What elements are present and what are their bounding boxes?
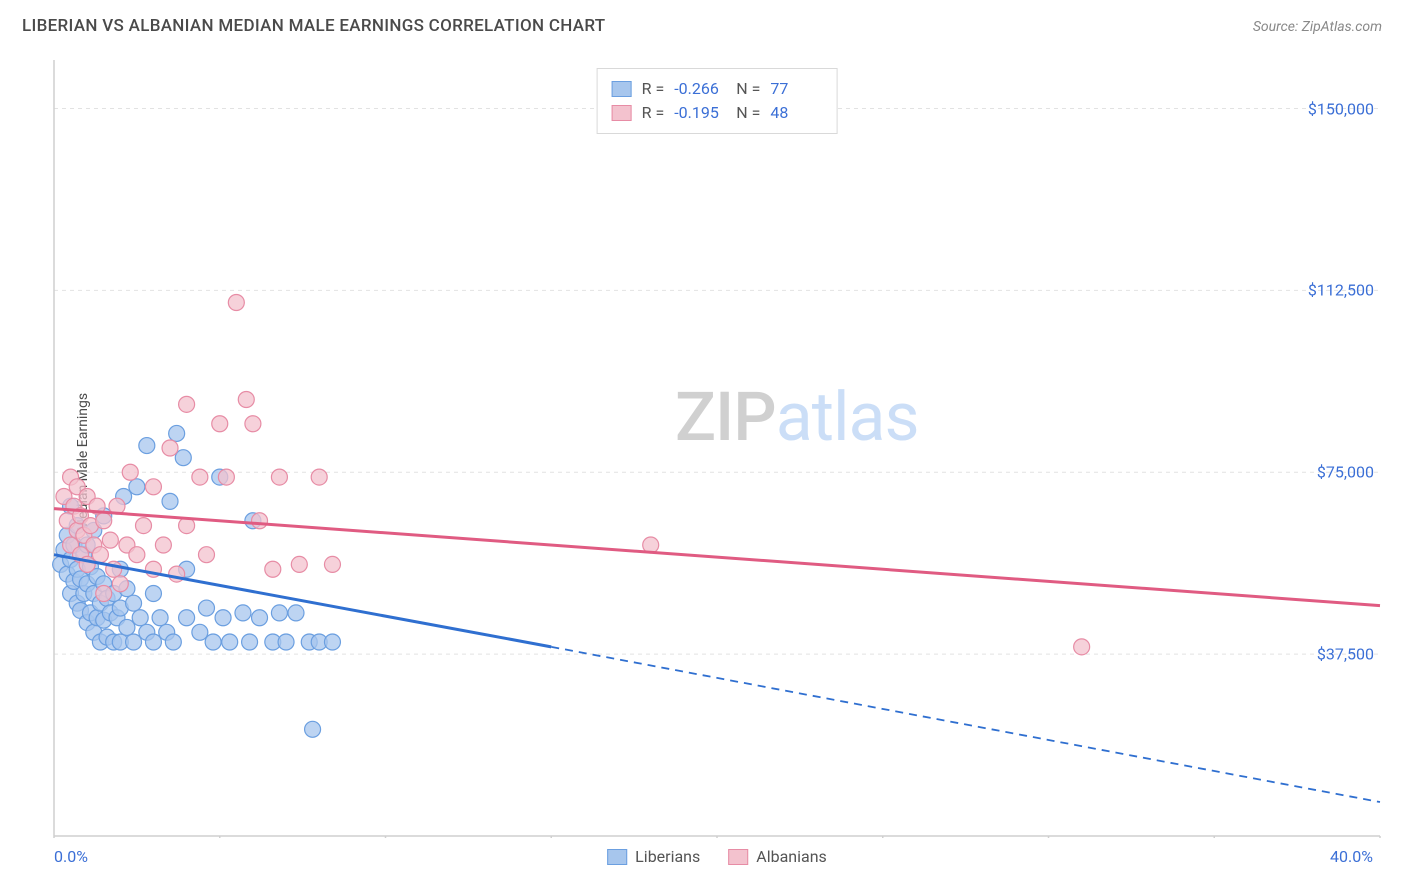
scatter-plot-svg bbox=[52, 58, 1382, 838]
y-tick-label: $150,000 bbox=[1308, 99, 1374, 118]
correlation-legend: R = -0.266 N = 77 R = -0.195 N = 48 bbox=[597, 68, 838, 134]
n-value: 48 bbox=[770, 101, 822, 125]
legend-swatch bbox=[607, 849, 627, 865]
n-label: N = bbox=[736, 101, 760, 125]
n-label: N = bbox=[736, 77, 760, 101]
series-name: Liberians bbox=[635, 847, 700, 866]
legend-swatch bbox=[728, 849, 748, 865]
y-tick-label: $112,500 bbox=[1308, 281, 1374, 300]
series-legend-item: Liberians bbox=[607, 847, 700, 866]
r-label: R = bbox=[642, 77, 665, 101]
series-name: Albanians bbox=[756, 847, 827, 866]
y-tick-label: $75,000 bbox=[1317, 463, 1374, 482]
r-label: R = bbox=[642, 101, 665, 125]
legend-swatch bbox=[612, 105, 632, 121]
y-tick-label: $37,500 bbox=[1317, 645, 1374, 664]
plot-area: ZIPatlas R =-0.266N =77R =-0.195N =48 Li… bbox=[52, 58, 1382, 838]
chart-source: Source: ZipAtlas.com bbox=[1253, 19, 1382, 35]
x-tick-label: 40.0% bbox=[1330, 847, 1373, 866]
legend-swatch bbox=[612, 81, 632, 97]
series-legend-item: Albanians bbox=[728, 847, 827, 866]
x-tick-label: 0.0% bbox=[54, 847, 88, 866]
r-value: -0.195 bbox=[674, 101, 726, 125]
series-legend: Liberians Albanians bbox=[607, 847, 827, 866]
r-value: -0.266 bbox=[674, 77, 726, 101]
correlation-legend-row: R = -0.266 N = 77 bbox=[612, 77, 823, 101]
correlation-legend-row: R = -0.195 N = 48 bbox=[612, 101, 823, 125]
n-value: 77 bbox=[770, 77, 822, 101]
chart-title: LIBERIAN VS ALBANIAN MEDIAN MALE EARNING… bbox=[22, 16, 605, 36]
chart-container: Median Male Earnings ZIPatlas R =-0.266N… bbox=[22, 52, 1384, 872]
